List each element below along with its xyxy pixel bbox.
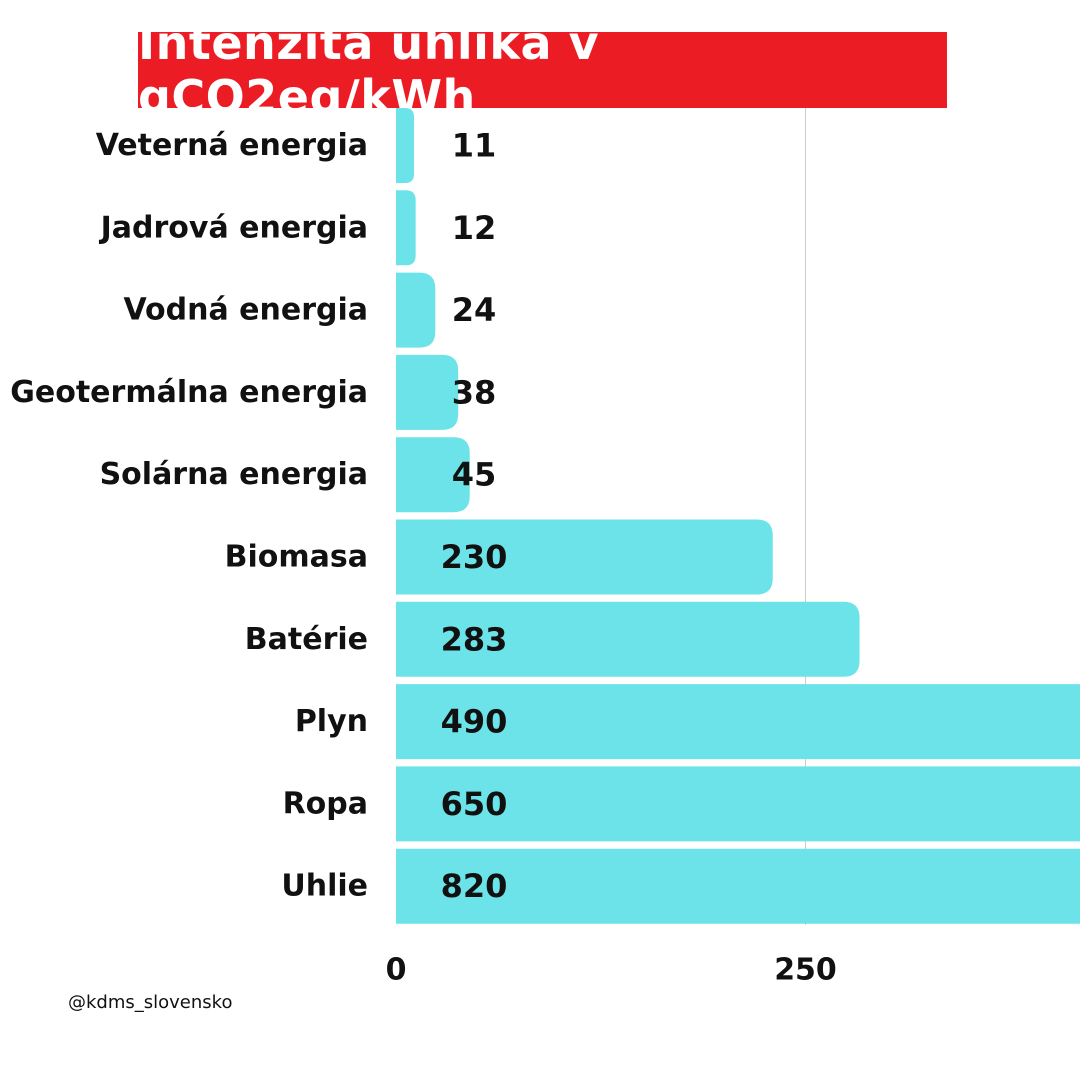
bar-3	[396, 354, 459, 430]
bar-2	[396, 272, 436, 348]
value-label: 11	[452, 127, 497, 165]
bar-7	[396, 684, 1080, 760]
value-label: 283	[441, 620, 508, 658]
category-label: Batérie	[245, 622, 368, 657]
value-label: 38	[452, 373, 497, 411]
category-label: Vodná energia	[123, 293, 368, 328]
author-credit: @kdms_slovensko	[68, 992, 233, 1013]
value-label: 24	[452, 291, 497, 329]
category-label: Ropa	[283, 786, 368, 821]
bar-1	[396, 190, 416, 266]
value-label: 12	[452, 209, 497, 247]
x-tick-label: 0	[386, 953, 407, 988]
value-label: 45	[452, 456, 497, 494]
value-label: 230	[441, 538, 508, 576]
category-label: Biomasa	[225, 540, 368, 575]
bar-5	[396, 519, 773, 595]
value-label: 820	[441, 867, 508, 905]
category-label: Jadrová energia	[99, 210, 368, 245]
x-tick-label: 250	[774, 953, 837, 988]
chart-title: Intenzita uhlíka v gCO2eq/kWh	[138, 16, 600, 124]
value-label: 490	[441, 703, 508, 741]
bar-4	[396, 437, 470, 513]
bar-8	[396, 766, 1080, 842]
category-label: Uhlie	[281, 869, 368, 904]
value-label: 650	[441, 785, 508, 823]
bar-0	[396, 108, 415, 183]
chart-title-banner: Intenzita uhlíka v gCO2eq/kWh	[138, 16, 947, 124]
category-label: Geotermálna energia	[10, 375, 368, 410]
category-label: Veterná energia	[96, 128, 368, 163]
category-label: Solárna energia	[100, 457, 368, 492]
category-label: Plyn	[295, 704, 368, 739]
bar-9	[396, 848, 1080, 924]
bar-6	[396, 601, 860, 677]
